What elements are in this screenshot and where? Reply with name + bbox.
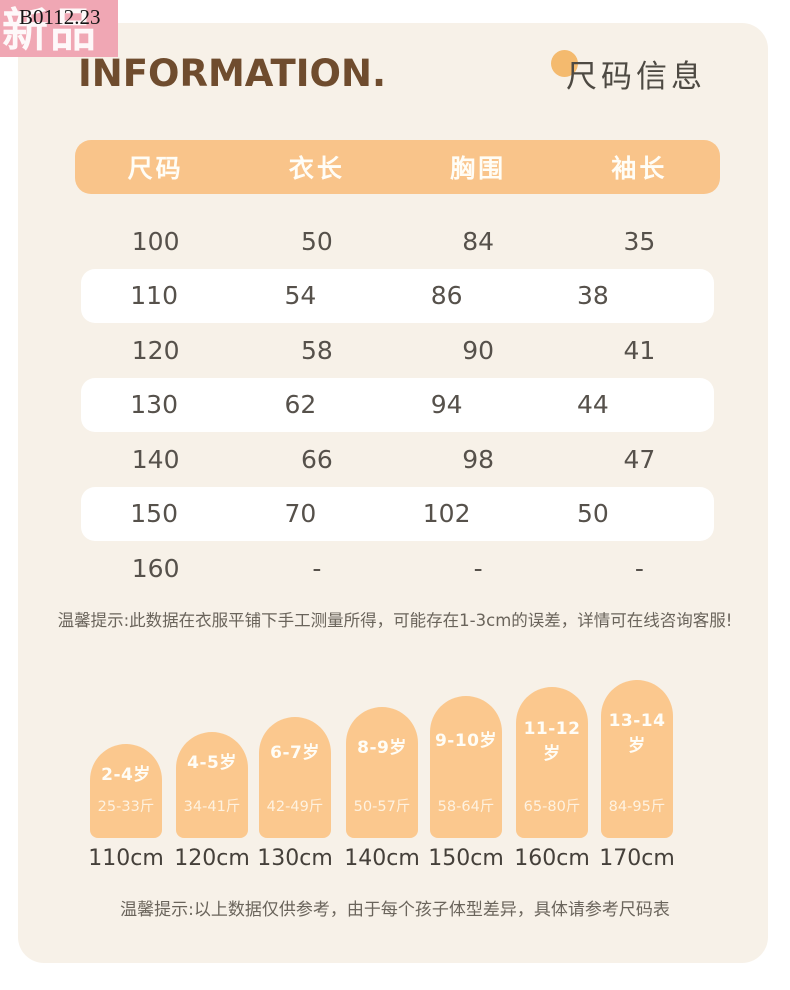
weight-label: 50-57斤	[353, 799, 411, 815]
height-label: 140cm	[344, 846, 420, 871]
column-header-chest: 胸围	[450, 154, 507, 183]
column-header-size: 尺码	[127, 154, 184, 183]
age-arch: 4-5岁 34-41斤	[176, 732, 248, 838]
reference-note: 温馨提示:以上数据仅供参考，由于每个孩子体型差异，具体请参考尺码表	[120, 900, 670, 920]
table-row: 120 58 90 41	[75, 323, 720, 378]
cell-chest: -	[473, 553, 483, 583]
table-row: 130 62 94 44	[81, 377, 714, 432]
height-label: 110cm	[88, 846, 164, 871]
weight-label: 65-80斤	[523, 799, 581, 815]
cell-sleeve: 41	[623, 335, 656, 365]
new-product-label: 新品	[2, 3, 98, 57]
cell-size: 160	[131, 553, 180, 583]
size-table-body: 100 50 84 35 110 54 86 38 120 58 90 41 1…	[75, 214, 720, 596]
age-height-chart: 2-4岁 25-33斤 4-5岁 34-41斤 6-7岁 42-49斤 8-9岁…	[0, 670, 790, 838]
cell-size: 100	[131, 226, 180, 256]
age-arch: 9-10岁 58-64斤	[430, 696, 502, 838]
column-header-sleeve: 袖长	[611, 154, 668, 183]
new-product-badge: 新品	[0, 0, 118, 57]
age-label: 8-9岁	[357, 738, 407, 758]
age-label: 13-14岁	[608, 711, 666, 756]
cell-length: 66	[300, 444, 333, 474]
accent-dot-icon	[551, 50, 578, 77]
cell-chest: 94	[430, 390, 463, 420]
cell-sleeve: -	[634, 553, 644, 583]
cell-length: 58	[300, 335, 333, 365]
table-row: 140 66 98 47	[75, 432, 720, 487]
cell-size: 120	[131, 335, 180, 365]
cell-size: 140	[131, 444, 180, 474]
weight-label: 84-95斤	[608, 799, 666, 815]
age-label: 9-10岁	[434, 731, 498, 751]
age-arch: 2-4岁 25-33斤	[90, 744, 162, 838]
height-label: 170cm	[599, 846, 675, 871]
cell-length: 62	[284, 390, 317, 420]
age-label: 4-5岁	[187, 753, 237, 773]
age-label: 2-4岁	[101, 765, 151, 785]
table-row: 100 50 84 35	[75, 214, 720, 269]
cell-size: 150	[130, 499, 178, 529]
table-row: 150 70 102 50	[81, 486, 714, 541]
table-row: 110 54 86 38	[81, 268, 714, 323]
height-label: 120cm	[174, 846, 250, 871]
height-label: 130cm	[257, 846, 333, 871]
cell-sleeve: 44	[576, 390, 609, 420]
size-table-header: 尺码 衣长 胸围 袖长	[75, 140, 720, 194]
cell-chest: 84	[462, 226, 495, 256]
weight-label: 42-49斤	[266, 799, 324, 815]
column-header-length: 衣长	[288, 154, 345, 183]
cell-chest: 86	[430, 281, 463, 311]
weight-label: 34-41斤	[183, 799, 241, 815]
cell-size: 110	[130, 281, 178, 311]
cell-chest: 102	[422, 499, 471, 529]
cell-length: 70	[284, 499, 317, 529]
cell-length: -	[312, 553, 322, 583]
age-label: 6-7岁	[270, 743, 320, 763]
measurement-note: 温馨提示:此数据在衣服平铺下手工测量所得，可能存在1-3cm的误差，详情可在线咨…	[57, 611, 733, 630]
page-title-zh: 尺码信息	[566, 59, 706, 95]
cell-length: 54	[284, 281, 317, 311]
age-arch: 11-12岁 65-80斤	[516, 687, 588, 838]
cell-sleeve: 38	[576, 281, 609, 311]
product-code: B0112.23	[19, 5, 101, 29]
cell-sleeve: 47	[623, 444, 656, 474]
cell-chest: 98	[462, 444, 495, 474]
weight-label: 58-64斤	[437, 799, 495, 815]
cell-length: 50	[300, 226, 333, 256]
cell-chest: 90	[462, 335, 495, 365]
height-label: 160cm	[514, 846, 590, 871]
cell-size: 130	[130, 390, 178, 420]
weight-label: 25-33斤	[97, 799, 155, 815]
table-row: 160 - - -	[75, 541, 720, 596]
age-arch: 6-7岁 42-49斤	[259, 717, 331, 838]
page-title: INFORMATION.	[78, 52, 387, 95]
age-arch: 8-9岁 50-57斤	[346, 707, 418, 838]
age-label: 11-12岁	[523, 719, 581, 764]
height-label: 150cm	[428, 846, 504, 871]
cell-sleeve: 35	[623, 226, 656, 256]
age-arch: 13-14岁 84-95斤	[601, 680, 673, 838]
cell-sleeve: 50	[576, 499, 609, 529]
